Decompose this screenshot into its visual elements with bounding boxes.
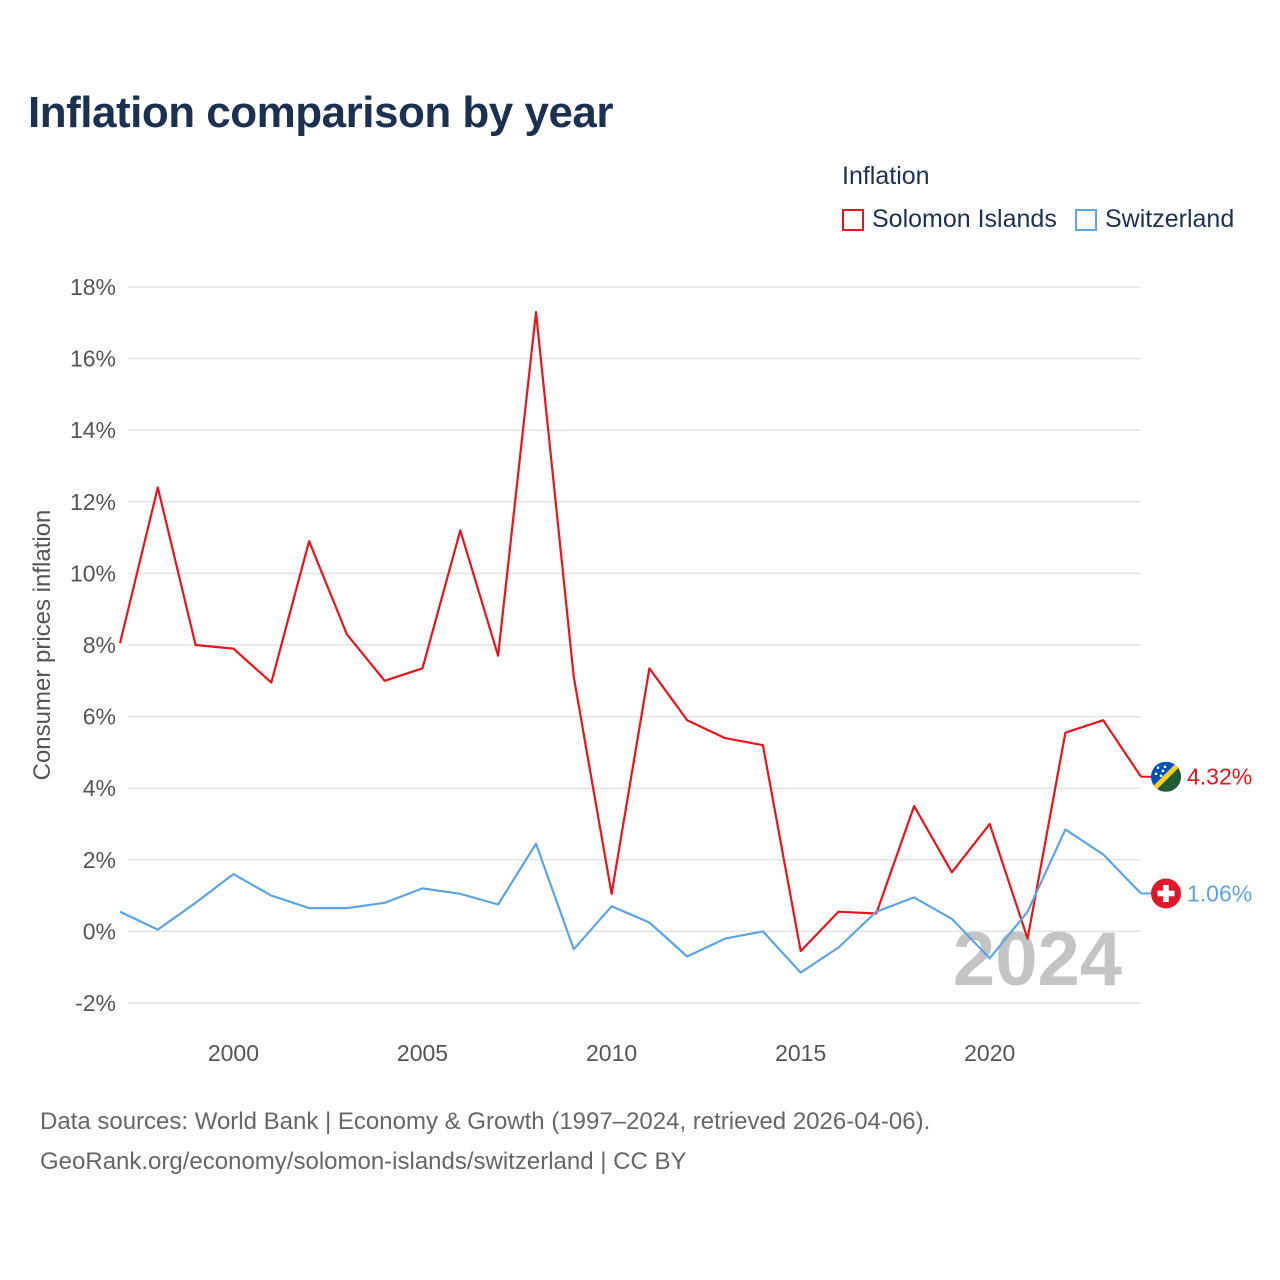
data-point-solomon-islands[interactable]	[721, 734, 729, 742]
y-tick-label: 6%	[83, 704, 116, 730]
y-tick-label: 18%	[70, 274, 116, 300]
data-point-solomon-islands[interactable]	[608, 890, 616, 898]
data-point-solomon-islands[interactable]	[192, 641, 200, 649]
solomon-islands-flag-icon	[1151, 761, 1181, 792]
end-value-label-solomon-islands: 4.32%	[1187, 764, 1252, 790]
series-line-switzerland[interactable]	[119, 828, 1142, 974]
x-axis-ticks: 2000 2005 2010 2015 2020	[208, 1040, 1015, 1066]
switzerland-flag-icon	[1151, 878, 1181, 909]
data-point-switzerland[interactable]	[797, 969, 805, 977]
y-axis-ticks: -2% 0% 2% 4% 6% 8% 10% 12% 14% 16% 18%	[70, 274, 116, 1016]
x-tick-label: 2020	[964, 1040, 1015, 1066]
legend-swatch-solomon-islands	[842, 208, 864, 231]
data-point-switzerland[interactable]	[305, 904, 313, 912]
data-point-switzerland[interactable]	[456, 890, 464, 898]
y-tick-label: 14%	[70, 417, 116, 443]
data-point-solomon-islands[interactable]	[683, 716, 691, 724]
legend-label-solomon-islands: Solomon Islands	[872, 205, 1057, 233]
y-tick-label: 8%	[83, 632, 116, 658]
data-point-switzerland[interactable]	[192, 899, 200, 907]
data-point-switzerland[interactable]	[834, 944, 842, 952]
data-point-switzerland[interactable]	[1024, 908, 1032, 916]
data-point-solomon-islands[interactable]	[645, 664, 653, 672]
y-tick-label: 2%	[83, 847, 116, 873]
data-point-solomon-islands[interactable]	[229, 645, 237, 653]
x-tick-label: 2010	[586, 1040, 637, 1066]
data-point-solomon-islands[interactable]	[154, 483, 162, 491]
data-point-switzerland[interactable]	[721, 935, 729, 943]
data-point-solomon-islands[interactable]	[381, 677, 389, 685]
data-point-solomon-islands[interactable]	[494, 652, 502, 660]
data-point-solomon-islands[interactable]	[797, 947, 805, 955]
data-point-solomon-islands[interactable]	[1099, 716, 1107, 724]
data-point-switzerland[interactable]	[229, 870, 237, 878]
x-tick-label: 2005	[397, 1040, 448, 1066]
series-lines	[116, 308, 1142, 977]
y-axis-label: Consumer prices inflation	[29, 510, 56, 781]
data-point-solomon-islands[interactable]	[305, 537, 313, 545]
page-title: Inflation comparison by year	[28, 88, 614, 137]
data-point-solomon-islands[interactable]	[948, 868, 956, 876]
data-point-switzerland[interactable]	[683, 952, 691, 960]
data-point-switzerland[interactable]	[872, 908, 880, 916]
data-point-switzerland[interactable]	[381, 899, 389, 907]
x-tick-label: 2015	[775, 1040, 826, 1066]
data-point-solomon-islands[interactable]	[343, 630, 351, 638]
footer-sources: Data sources: World Bank | Economy & Gro…	[40, 1108, 931, 1135]
legend-label-switzerland: Switzerland	[1105, 205, 1235, 233]
data-point-solomon-islands[interactable]	[456, 526, 464, 534]
data-point-solomon-islands[interactable]	[267, 679, 275, 687]
data-point-solomon-islands[interactable]	[570, 673, 578, 681]
y-tick-label: 12%	[70, 489, 116, 515]
data-point-switzerland[interactable]	[570, 945, 578, 953]
y-tick-label: 10%	[70, 560, 116, 586]
legend-swatch-switzerland	[1075, 208, 1097, 231]
data-point-switzerland[interactable]	[267, 892, 275, 900]
grid-lines	[128, 286, 1141, 1004]
data-point-switzerland[interactable]	[1099, 850, 1107, 858]
data-point-solomon-islands[interactable]	[1024, 935, 1032, 943]
data-point-switzerland[interactable]	[419, 884, 427, 892]
data-point-solomon-islands[interactable]	[834, 908, 842, 916]
data-point-solomon-islands[interactable]	[1061, 729, 1069, 737]
series-end-markers: 4.32% 1.06%	[1141, 761, 1252, 909]
data-point-solomon-islands[interactable]	[116, 639, 124, 647]
y-tick-label: 0%	[83, 918, 116, 944]
data-point-solomon-islands[interactable]	[910, 802, 918, 810]
end-value-label-switzerland: 1.06%	[1187, 880, 1252, 906]
x-tick-label: 2000	[208, 1040, 259, 1066]
data-point-solomon-islands[interactable]	[419, 664, 427, 672]
legend-item-switzerland[interactable]: Switzerland	[1075, 205, 1234, 234]
footer-url[interactable]: GeoRank.org/economy/solomon-islands/swit…	[40, 1148, 687, 1175]
data-point-switzerland[interactable]	[532, 840, 540, 848]
data-point-switzerland[interactable]	[608, 902, 616, 910]
y-tick-label: 16%	[70, 346, 116, 372]
data-point-switzerland[interactable]	[343, 904, 351, 912]
current-year-watermark: 2024	[953, 917, 1122, 1002]
data-point-solomon-islands[interactable]	[532, 308, 540, 316]
legend-title: Inflation	[842, 162, 930, 190]
data-point-solomon-islands[interactable]	[759, 741, 767, 749]
data-point-switzerland[interactable]	[759, 927, 767, 935]
y-tick-label: 4%	[83, 775, 116, 801]
data-point-switzerland[interactable]	[910, 893, 918, 901]
data-point-switzerland[interactable]	[986, 954, 994, 962]
data-point-switzerland[interactable]	[154, 926, 162, 934]
data-point-switzerland[interactable]	[948, 915, 956, 923]
y-tick-label: -2%	[75, 990, 116, 1016]
data-point-solomon-islands[interactable]	[986, 820, 994, 828]
data-point-switzerland[interactable]	[116, 908, 124, 916]
data-point-switzerland[interactable]	[494, 901, 502, 909]
legend-item-solomon-islands[interactable]: Solomon Islands	[842, 205, 1057, 234]
data-point-switzerland[interactable]	[1061, 825, 1069, 833]
series-line-solomon-islands[interactable]	[118, 311, 1142, 953]
data-point-switzerland[interactable]	[645, 918, 653, 926]
